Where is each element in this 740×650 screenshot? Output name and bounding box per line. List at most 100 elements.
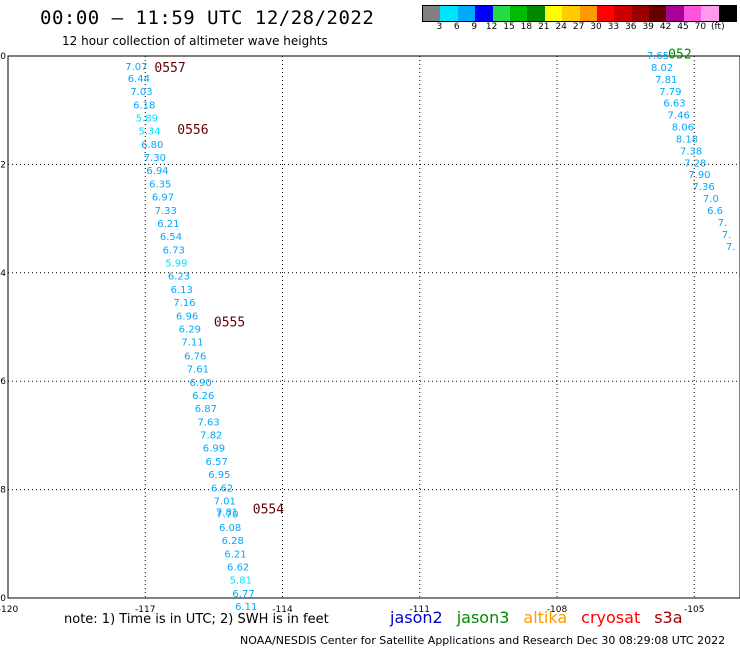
lon-tick-label: -108 xyxy=(547,605,568,615)
wave-height-value: 7.70 xyxy=(216,510,238,521)
colorbar-swatch xyxy=(475,6,493,21)
legend-s3a: s3a xyxy=(654,608,683,627)
colorbar-swatch xyxy=(579,6,597,21)
page-title: 00:00 – 11:59 UTC 12/28/2022 xyxy=(40,7,375,29)
wave-height-value: 6.08 xyxy=(219,523,241,534)
wave-height-value: 6.90 xyxy=(189,378,211,389)
wave-height-value: 6.87 xyxy=(195,404,217,415)
lat-tick-label: -10 xyxy=(0,52,6,62)
wave-height-value: 6.57 xyxy=(206,457,228,468)
wave-height-value: 7. xyxy=(726,242,736,253)
colorbar-swatch xyxy=(666,6,684,21)
lon-tick-label: -111 xyxy=(410,605,430,615)
colorbar-label: 15 xyxy=(503,22,515,32)
wave-height-value: 7.46 xyxy=(668,111,690,122)
wave-height-value: 7.28 xyxy=(684,158,706,169)
colorbar-label: 3 xyxy=(436,22,443,32)
colorbar-swatch xyxy=(614,6,632,21)
wave-height-value: 7.01 xyxy=(214,497,236,508)
colorbar-swatch xyxy=(423,6,441,21)
colorbar-label: 30 xyxy=(590,22,602,32)
colorbar-swatch xyxy=(649,6,667,21)
wave-height-value: 5.34 xyxy=(138,126,160,137)
wave-height-value: 6.99 xyxy=(203,443,225,454)
legend-cryosat: cryosat xyxy=(581,608,641,627)
wave-height-value: 7.38 xyxy=(680,146,702,157)
colorbar-label: 39 xyxy=(642,22,654,32)
wave-height-value: 7.81 xyxy=(216,507,238,518)
colorbar-label: 27 xyxy=(572,22,585,32)
colorbar-label: 21 xyxy=(538,22,550,32)
wave-height-value: 6.28 xyxy=(222,536,244,547)
wave-height-value: 6.21 xyxy=(157,219,179,230)
wave-height-value: 7.79 xyxy=(659,87,681,98)
wave-height-value: 7.0 xyxy=(703,194,719,205)
satellite-legend: jason2 jason3 altika cryosat s3a xyxy=(390,608,697,627)
wave-height-value: 6.23 xyxy=(168,272,190,283)
colorbar-swatch xyxy=(440,6,458,21)
wave-height-value: 6.62 xyxy=(227,563,249,574)
wave-height-value: 7.65 xyxy=(647,51,669,62)
wave-height-value: 7.63 xyxy=(198,417,220,428)
plot-frame xyxy=(7,55,740,599)
wave-height-value: 6.29 xyxy=(179,325,201,336)
page-subtitle: 12 hour collection of altimeter wave hei… xyxy=(62,34,328,48)
wave-height-value: 7. xyxy=(718,218,728,229)
wave-height-value: 6.21 xyxy=(224,550,246,561)
wave-height-value: 6.18 xyxy=(133,100,155,111)
wave-height-value: 6.63 xyxy=(663,99,685,110)
wave-height-value: 5.81 xyxy=(230,576,252,587)
colorbar-label: 18 xyxy=(520,22,533,32)
colorbar-swatch xyxy=(492,6,510,21)
colorbar-swatch xyxy=(544,6,563,21)
lon-tick-label: -114 xyxy=(272,605,293,615)
colorbar-swatch xyxy=(701,6,719,21)
wave-height-value: 5.99 xyxy=(165,259,187,270)
wave-height-value: 6.44 xyxy=(128,74,150,85)
orbit-time-label: 0555 xyxy=(214,316,245,331)
lat-tick-label: -20 xyxy=(0,594,6,604)
wave-height-value: 6.95 xyxy=(208,470,230,481)
lon-tick-label: -117 xyxy=(135,605,155,615)
lat-tick-label: -12 xyxy=(0,160,6,170)
colorbar-label: 12 xyxy=(485,22,498,32)
wave-height-value: 6.94 xyxy=(146,166,168,177)
colorbar-swatch xyxy=(596,6,615,21)
colorbar-label: 33 xyxy=(607,22,620,32)
colorbar-label: (ft) xyxy=(711,22,725,32)
orbit-time-label: 0554 xyxy=(253,503,284,518)
colorbar-labels: 3 6 9 12 15 18 21 24 27 30 33 36 39 42 45 70 (ft) xyxy=(422,22,740,34)
wave-height-value: 6.73 xyxy=(163,246,185,257)
wave-height-value: 8.02 xyxy=(651,63,673,74)
footnote: note: 1) Time is in UTC; 2) SWH is in fe… xyxy=(64,612,329,627)
colorbar-label: 70 xyxy=(694,22,707,32)
orbit-time-label: 052 xyxy=(668,47,691,62)
colorbar-label: 42 xyxy=(659,22,672,32)
colorbar-swatch xyxy=(509,6,528,21)
wave-height-value: 8.18 xyxy=(676,134,698,145)
colorbar-label: 45 xyxy=(677,22,689,32)
wave-height-value: 7.61 xyxy=(187,364,209,375)
legend-jason2: jason2 xyxy=(390,608,443,627)
wave-height-value: 6.11 xyxy=(235,602,257,613)
colorbar-swatch xyxy=(718,6,737,21)
wave-height-value: 7.16 xyxy=(173,298,195,309)
wave-height-value: 6.97 xyxy=(152,192,174,203)
wave-height-value: 7.11 xyxy=(181,338,203,349)
colorbar-label: 6 xyxy=(453,22,460,32)
colorbar-label: 36 xyxy=(625,22,637,32)
colorbar-label: 9 xyxy=(471,22,478,32)
lon-tick-label: -105 xyxy=(684,605,704,615)
lat-tick-label: -14 xyxy=(0,269,6,279)
wave-height-value: 6.96 xyxy=(176,312,198,323)
wave-height-value: 7.33 xyxy=(155,206,177,217)
wave-height-value: 6.26 xyxy=(192,391,214,402)
wave-height-value: 6.62 xyxy=(211,484,233,495)
colorbar-swatch xyxy=(527,6,545,21)
lon-tick-label: -120 xyxy=(0,605,18,615)
wave-height-value: 6.76 xyxy=(184,351,206,362)
wave-height-value: 6.54 xyxy=(160,232,182,243)
wave-height-value: 8.06 xyxy=(672,123,694,134)
